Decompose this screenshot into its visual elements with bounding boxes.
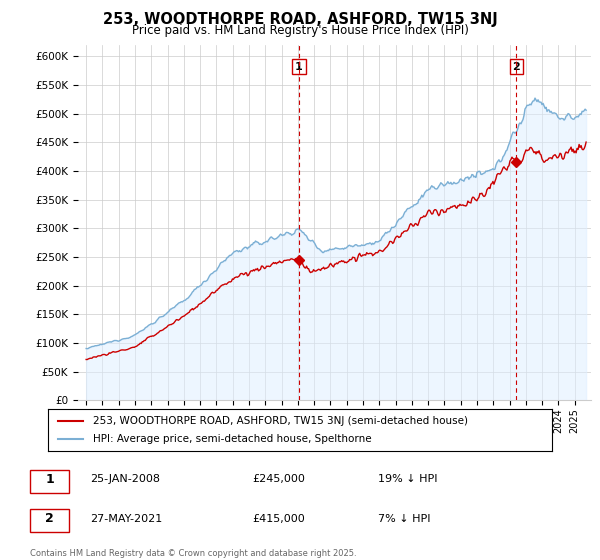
- Text: 27-MAY-2021: 27-MAY-2021: [90, 514, 162, 524]
- FancyBboxPatch shape: [30, 509, 69, 533]
- Text: 19% ↓ HPI: 19% ↓ HPI: [378, 474, 437, 484]
- Text: Contains HM Land Registry data © Crown copyright and database right 2025.: Contains HM Land Registry data © Crown c…: [30, 549, 356, 558]
- FancyBboxPatch shape: [30, 469, 69, 493]
- Text: 7% ↓ HPI: 7% ↓ HPI: [378, 514, 431, 524]
- Text: 25-JAN-2008: 25-JAN-2008: [90, 474, 160, 484]
- Text: Price paid vs. HM Land Registry's House Price Index (HPI): Price paid vs. HM Land Registry's House …: [131, 24, 469, 36]
- Text: £415,000: £415,000: [252, 514, 305, 524]
- Text: 1: 1: [295, 62, 303, 72]
- Text: 253, WOODTHORPE ROAD, ASHFORD, TW15 3NJ: 253, WOODTHORPE ROAD, ASHFORD, TW15 3NJ: [103, 12, 497, 27]
- Text: 2: 2: [46, 512, 54, 525]
- Text: 253, WOODTHORPE ROAD, ASHFORD, TW15 3NJ (semi-detached house): 253, WOODTHORPE ROAD, ASHFORD, TW15 3NJ …: [94, 416, 469, 426]
- Text: 2: 2: [512, 62, 520, 72]
- Text: HPI: Average price, semi-detached house, Spelthorne: HPI: Average price, semi-detached house,…: [94, 434, 372, 444]
- Text: £245,000: £245,000: [252, 474, 305, 484]
- Text: 1: 1: [46, 473, 54, 486]
